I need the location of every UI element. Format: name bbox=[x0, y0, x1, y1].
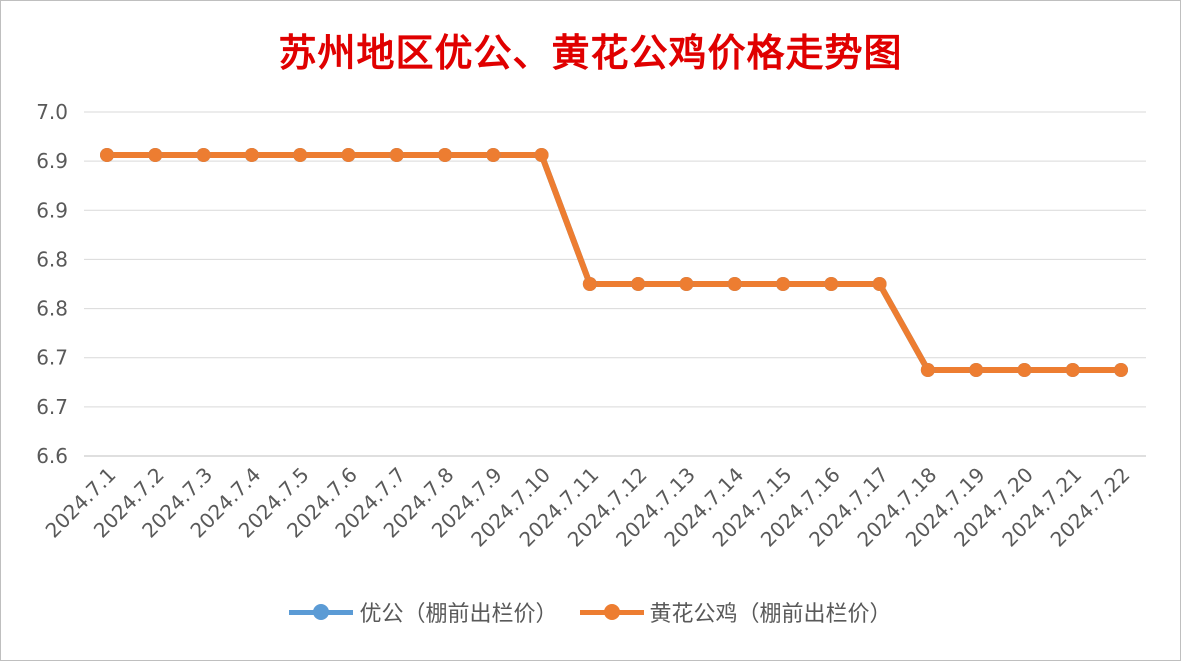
y-tick-label: 6.7 bbox=[36, 346, 68, 370]
data-point-1 bbox=[486, 148, 501, 162]
data-point-1 bbox=[776, 277, 790, 291]
data-point-1 bbox=[920, 363, 935, 377]
legend-label-youGong: 优公（棚前出栏价） bbox=[359, 602, 558, 627]
y-tick-label: 7.0 bbox=[36, 100, 68, 124]
data-point-1 bbox=[148, 148, 163, 162]
chart-title: 苏州地区优公、黄花公鸡价格走势图 bbox=[278, 30, 903, 75]
legend-swatch-youGong bbox=[289, 600, 354, 624]
data-point-1 bbox=[727, 277, 742, 291]
data-point-1 bbox=[1017, 363, 1032, 377]
data-point-1 bbox=[389, 148, 404, 162]
data-point-1 bbox=[679, 277, 694, 291]
y-tick-label: 6.9 bbox=[36, 198, 68, 222]
x-axis-ticks: 2024.7.12024.7.22024.7.32024.7.42024.7.5… bbox=[41, 463, 1135, 552]
series-lines bbox=[107, 152, 1121, 373]
data-point-1 bbox=[582, 277, 597, 291]
data-point-1 bbox=[1114, 363, 1128, 377]
data-point-1 bbox=[100, 148, 114, 162]
data-point-1 bbox=[293, 148, 308, 162]
data-point-1 bbox=[1065, 363, 1080, 377]
data-point-1 bbox=[438, 148, 452, 162]
series-line-0 bbox=[107, 152, 1121, 373]
y-tick-label: 6.6 bbox=[36, 444, 68, 468]
gridlines bbox=[84, 111, 1146, 457]
legend-item-huanghua: 黄花公鸡（棚前出栏价） bbox=[579, 596, 892, 628]
legend-label-huanghua: 黄花公鸡（棚前出栏价） bbox=[649, 602, 892, 627]
data-point-1 bbox=[631, 277, 646, 291]
series-points bbox=[100, 148, 1128, 377]
legend: 优公（棚前出栏价） 黄花公鸡（棚前出栏价） bbox=[0, 596, 1181, 628]
data-point-1 bbox=[969, 363, 984, 377]
y-tick-label: 6.7 bbox=[36, 395, 68, 419]
y-tick-label: 6.8 bbox=[36, 247, 68, 271]
y-tick-label: 6.9 bbox=[36, 149, 68, 173]
legend-swatch-huanghua bbox=[579, 600, 644, 624]
data-point-1 bbox=[341, 148, 356, 162]
data-point-1 bbox=[244, 148, 259, 162]
data-point-1 bbox=[824, 277, 839, 291]
y-axis-ticks: 7.0 6.9 6.9 6.8 6.8 6.7 6.7 6.6 bbox=[36, 100, 68, 468]
y-tick-label: 6.8 bbox=[36, 297, 68, 321]
legend-item-youGong: 优公（棚前出栏价） bbox=[289, 596, 558, 628]
data-point-1 bbox=[872, 277, 887, 291]
data-point-1 bbox=[534, 148, 549, 162]
data-point-1 bbox=[196, 148, 211, 162]
series-line-1 bbox=[107, 152, 1121, 373]
